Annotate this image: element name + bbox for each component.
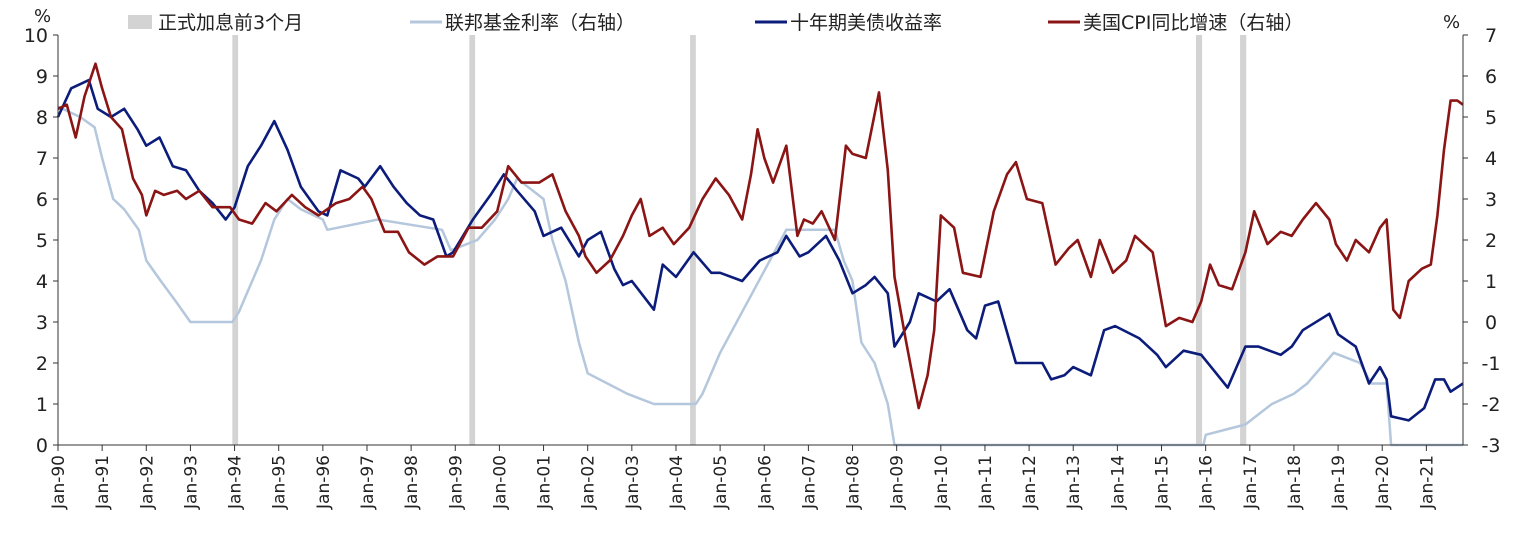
right-tick-label: 1 — [1485, 271, 1497, 293]
right-tick-label: 6 — [1485, 66, 1497, 88]
x-tick-label: Jan-14 — [1108, 455, 1128, 510]
left-axis-unit: % — [34, 6, 51, 27]
left-tick-label: 8 — [36, 107, 48, 129]
left-tick-label: 10 — [24, 25, 48, 47]
hike-band-1 — [469, 35, 476, 445]
legend-swatch-hike-bands — [128, 15, 152, 29]
x-tick-label: Jan-17 — [1241, 455, 1261, 510]
hike-band-0 — [232, 35, 239, 445]
x-tick-label: Jan-93 — [181, 455, 201, 510]
right-tick-label: -1 — [1482, 353, 1501, 375]
right-tick-label: 3 — [1485, 189, 1497, 211]
legend-label-cpi: 美国CPI同比增速（右轴） — [1083, 12, 1303, 34]
x-axis-ticks: Jan-90 Jan-91 Jan-92 Jan-93 Jan-94 Jan-95 Jan-… — [49, 445, 1437, 510]
left-tick-label: 7 — [36, 148, 48, 170]
legend-item-10y-yield: 十年期美债收益率 — [755, 12, 942, 34]
x-tick-label: Jan-04 — [667, 455, 687, 510]
x-tick-label: Jan-00 — [490, 455, 510, 510]
right-tick-label: 7 — [1485, 25, 1497, 47]
x-tick-label: Jan-08 — [844, 455, 864, 510]
right-tick-label: -2 — [1482, 394, 1501, 416]
left-axis-ticks: 0 1 2 3 4 5 6 7 8 9 10 — [24, 25, 58, 457]
x-tick-label: Jan-98 — [402, 455, 422, 510]
x-tick-label: Jan-94 — [226, 455, 246, 510]
left-tick-label: 4 — [36, 271, 48, 293]
left-tick-label: 5 — [36, 230, 48, 252]
x-tick-label: Jan-19 — [1329, 455, 1349, 510]
right-tick-label: 5 — [1485, 107, 1497, 129]
legend-item-cpi: 美国CPI同比增速（右轴） — [1048, 12, 1303, 34]
legend-label-10y-yield: 十年期美债收益率 — [790, 12, 942, 34]
right-tick-label: 4 — [1485, 148, 1497, 170]
x-tick-label: Jan-12 — [1020, 455, 1040, 510]
fed-funds-line — [57, 105, 1463, 447]
right-tick-label: 2 — [1485, 230, 1497, 252]
legend-label-fed-funds: 联邦基金利率（右轴） — [445, 12, 635, 34]
x-tick-label: Jan-09 — [888, 455, 908, 510]
right-tick-label: 0 — [1485, 312, 1497, 334]
x-tick-label: Jan-95 — [270, 455, 290, 510]
x-tick-label: Jan-96 — [314, 455, 334, 510]
x-tick-label: Jan-91 — [93, 455, 113, 510]
x-tick-label: Jan-16 — [1197, 455, 1217, 510]
x-tick-label: Jan-90 — [49, 455, 69, 510]
x-tick-label: Jan-15 — [1153, 455, 1173, 510]
x-tick-label: Jan-01 — [535, 455, 555, 510]
x-tick-label: Jan-07 — [799, 455, 819, 510]
left-tick-label: 1 — [36, 394, 48, 416]
left-tick-label: 6 — [36, 189, 48, 211]
left-tick-label: 9 — [36, 66, 48, 88]
x-tick-label: Jan-18 — [1285, 455, 1305, 510]
x-tick-label: Jan-99 — [446, 455, 466, 510]
legend: 正式加息前3个月 联邦基金利率（右轴） 十年期美债收益率 美国CPI同比增速（右… — [128, 12, 1303, 34]
right-tick-label: -3 — [1482, 435, 1501, 457]
x-tick-label: Jan-11 — [976, 455, 996, 510]
x-tick-label: Jan-03 — [623, 455, 643, 510]
x-tick-label: Jan-20 — [1373, 455, 1393, 510]
x-tick-label: Jan-10 — [932, 455, 952, 510]
x-tick-label: Jan-02 — [579, 455, 599, 510]
ten-year-yield-line — [56, 78, 1464, 422]
x-tick-label: Jan-92 — [137, 455, 157, 510]
series-lines — [56, 62, 1464, 447]
hike-band-3 — [1195, 35, 1203, 445]
x-tick-label: Jan-05 — [711, 455, 731, 510]
cpi-line — [57, 62, 1464, 410]
legend-item-fed-funds: 联邦基金利率（右轴） — [410, 12, 635, 34]
x-tick-label: Jan-97 — [358, 455, 378, 510]
x-tick-label: Jan-06 — [755, 455, 775, 510]
left-tick-label: 3 — [36, 312, 48, 334]
legend-item-hike-bands: 正式加息前3个月 — [128, 12, 303, 34]
x-tick-label: Jan-21 — [1417, 455, 1437, 510]
hike-bands — [232, 35, 1247, 445]
hike-band-2 — [690, 35, 696, 445]
x-tick-label: Jan-13 — [1064, 455, 1084, 510]
right-axis-unit: % — [1443, 12, 1460, 33]
left-tick-label: 0 — [36, 435, 48, 457]
left-tick-label: 2 — [36, 353, 48, 375]
legend-label-hike-bands: 正式加息前3个月 — [158, 12, 303, 34]
right-axis-ticks: -3 -2 -1 0 1 2 3 4 5 6 7 — [1463, 25, 1500, 457]
hike-band-4 — [1240, 35, 1247, 445]
